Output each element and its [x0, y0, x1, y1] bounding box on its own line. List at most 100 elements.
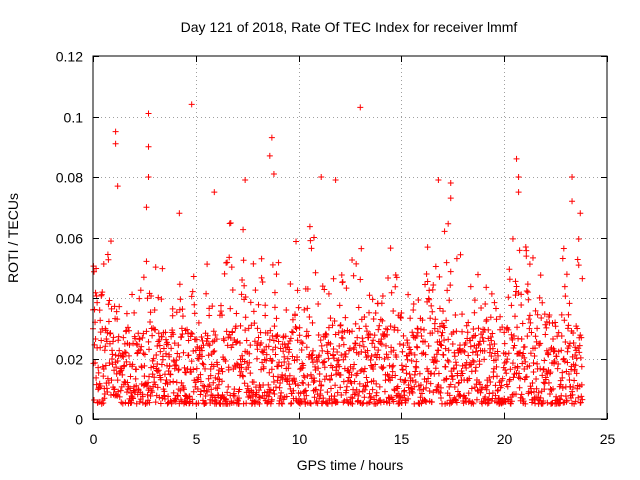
data-point: [120, 334, 127, 341]
data-point: [143, 400, 150, 407]
data-point: [415, 399, 422, 406]
data-point: [239, 372, 246, 379]
data-point: [408, 350, 415, 357]
data-point: [513, 155, 520, 162]
data-point: [574, 325, 581, 332]
data-point: [373, 389, 380, 396]
data-point: [337, 384, 344, 391]
data-point: [120, 363, 127, 370]
data-point: [161, 396, 168, 403]
data-point: [384, 399, 391, 406]
data-point: [359, 338, 366, 345]
data-point: [449, 376, 456, 383]
data-point: [226, 254, 233, 261]
data-point: [559, 369, 566, 376]
data-point: [149, 371, 156, 378]
data-point: [417, 326, 424, 333]
data-point: [391, 324, 398, 331]
data-point: [332, 331, 339, 338]
data-point: [123, 358, 130, 365]
data-point: [100, 373, 107, 380]
data-point: [169, 305, 176, 312]
data-point: [436, 323, 443, 330]
data-point: [316, 370, 323, 377]
data-point: [404, 356, 411, 363]
data-point: [509, 336, 516, 343]
data-point: [526, 325, 533, 332]
data-point: [250, 379, 257, 386]
data-point: [447, 268, 454, 275]
data-point: [277, 345, 284, 352]
data-point: [92, 289, 99, 296]
data-point: [469, 349, 476, 356]
data-point: [112, 128, 119, 135]
data-point: [207, 372, 214, 379]
data-point: [443, 375, 450, 382]
data-point: [105, 301, 112, 308]
data-point: [514, 365, 521, 372]
data-point: [385, 274, 392, 281]
data-point: [438, 332, 445, 339]
data-point: [324, 389, 331, 396]
data-point: [396, 341, 403, 348]
data-point: [570, 384, 577, 391]
data-point: [295, 304, 302, 311]
data-point: [158, 296, 165, 303]
data-point: [386, 395, 393, 402]
data-point: [433, 351, 440, 358]
data-point: [136, 295, 143, 302]
data-point: [293, 325, 300, 332]
data-point: [565, 342, 572, 349]
data-point: [382, 342, 389, 349]
data-point: [276, 359, 283, 366]
data-point: [516, 384, 523, 391]
data-point: [301, 395, 308, 402]
data-point: [390, 347, 397, 354]
data-point: [390, 398, 397, 405]
data-point: [172, 361, 179, 368]
data-point: [152, 381, 159, 388]
data-point: [145, 143, 152, 150]
data-point: [349, 328, 356, 335]
data-point: [336, 302, 343, 309]
data-point: [220, 335, 227, 342]
data-point: [491, 341, 498, 348]
data-point: [334, 389, 341, 396]
data-point: [240, 257, 247, 264]
data-point: [446, 297, 453, 304]
data-point: [341, 398, 348, 405]
data-point: [370, 337, 377, 344]
data-point: [465, 390, 472, 397]
data-point: [426, 287, 433, 294]
data-point: [291, 357, 298, 364]
data-point: [255, 301, 262, 308]
data-point: [334, 348, 341, 355]
data-point: [516, 247, 523, 254]
data-point: [292, 312, 299, 319]
data-point: [447, 282, 454, 289]
data-point: [97, 329, 104, 336]
data-point: [360, 343, 367, 350]
data-point: [251, 320, 258, 327]
data-point: [125, 327, 132, 334]
data-point: [325, 324, 332, 331]
data-point: [329, 322, 336, 329]
data-point: [413, 343, 420, 350]
data-point: [395, 390, 402, 397]
data-point: [131, 309, 138, 316]
data-point: [512, 278, 519, 285]
data-point: [151, 374, 158, 381]
data-point: [455, 349, 462, 356]
data-point: [150, 355, 157, 362]
data-point: [369, 296, 376, 303]
data-point: [464, 329, 471, 336]
data-point: [539, 400, 546, 407]
data-point: [443, 376, 450, 383]
data-point: [410, 306, 417, 313]
data-point: [249, 393, 256, 400]
data-point: [289, 316, 296, 323]
data-point: [204, 388, 211, 395]
data-point: [319, 347, 326, 354]
data-point: [188, 101, 195, 108]
data-point: [350, 272, 357, 279]
